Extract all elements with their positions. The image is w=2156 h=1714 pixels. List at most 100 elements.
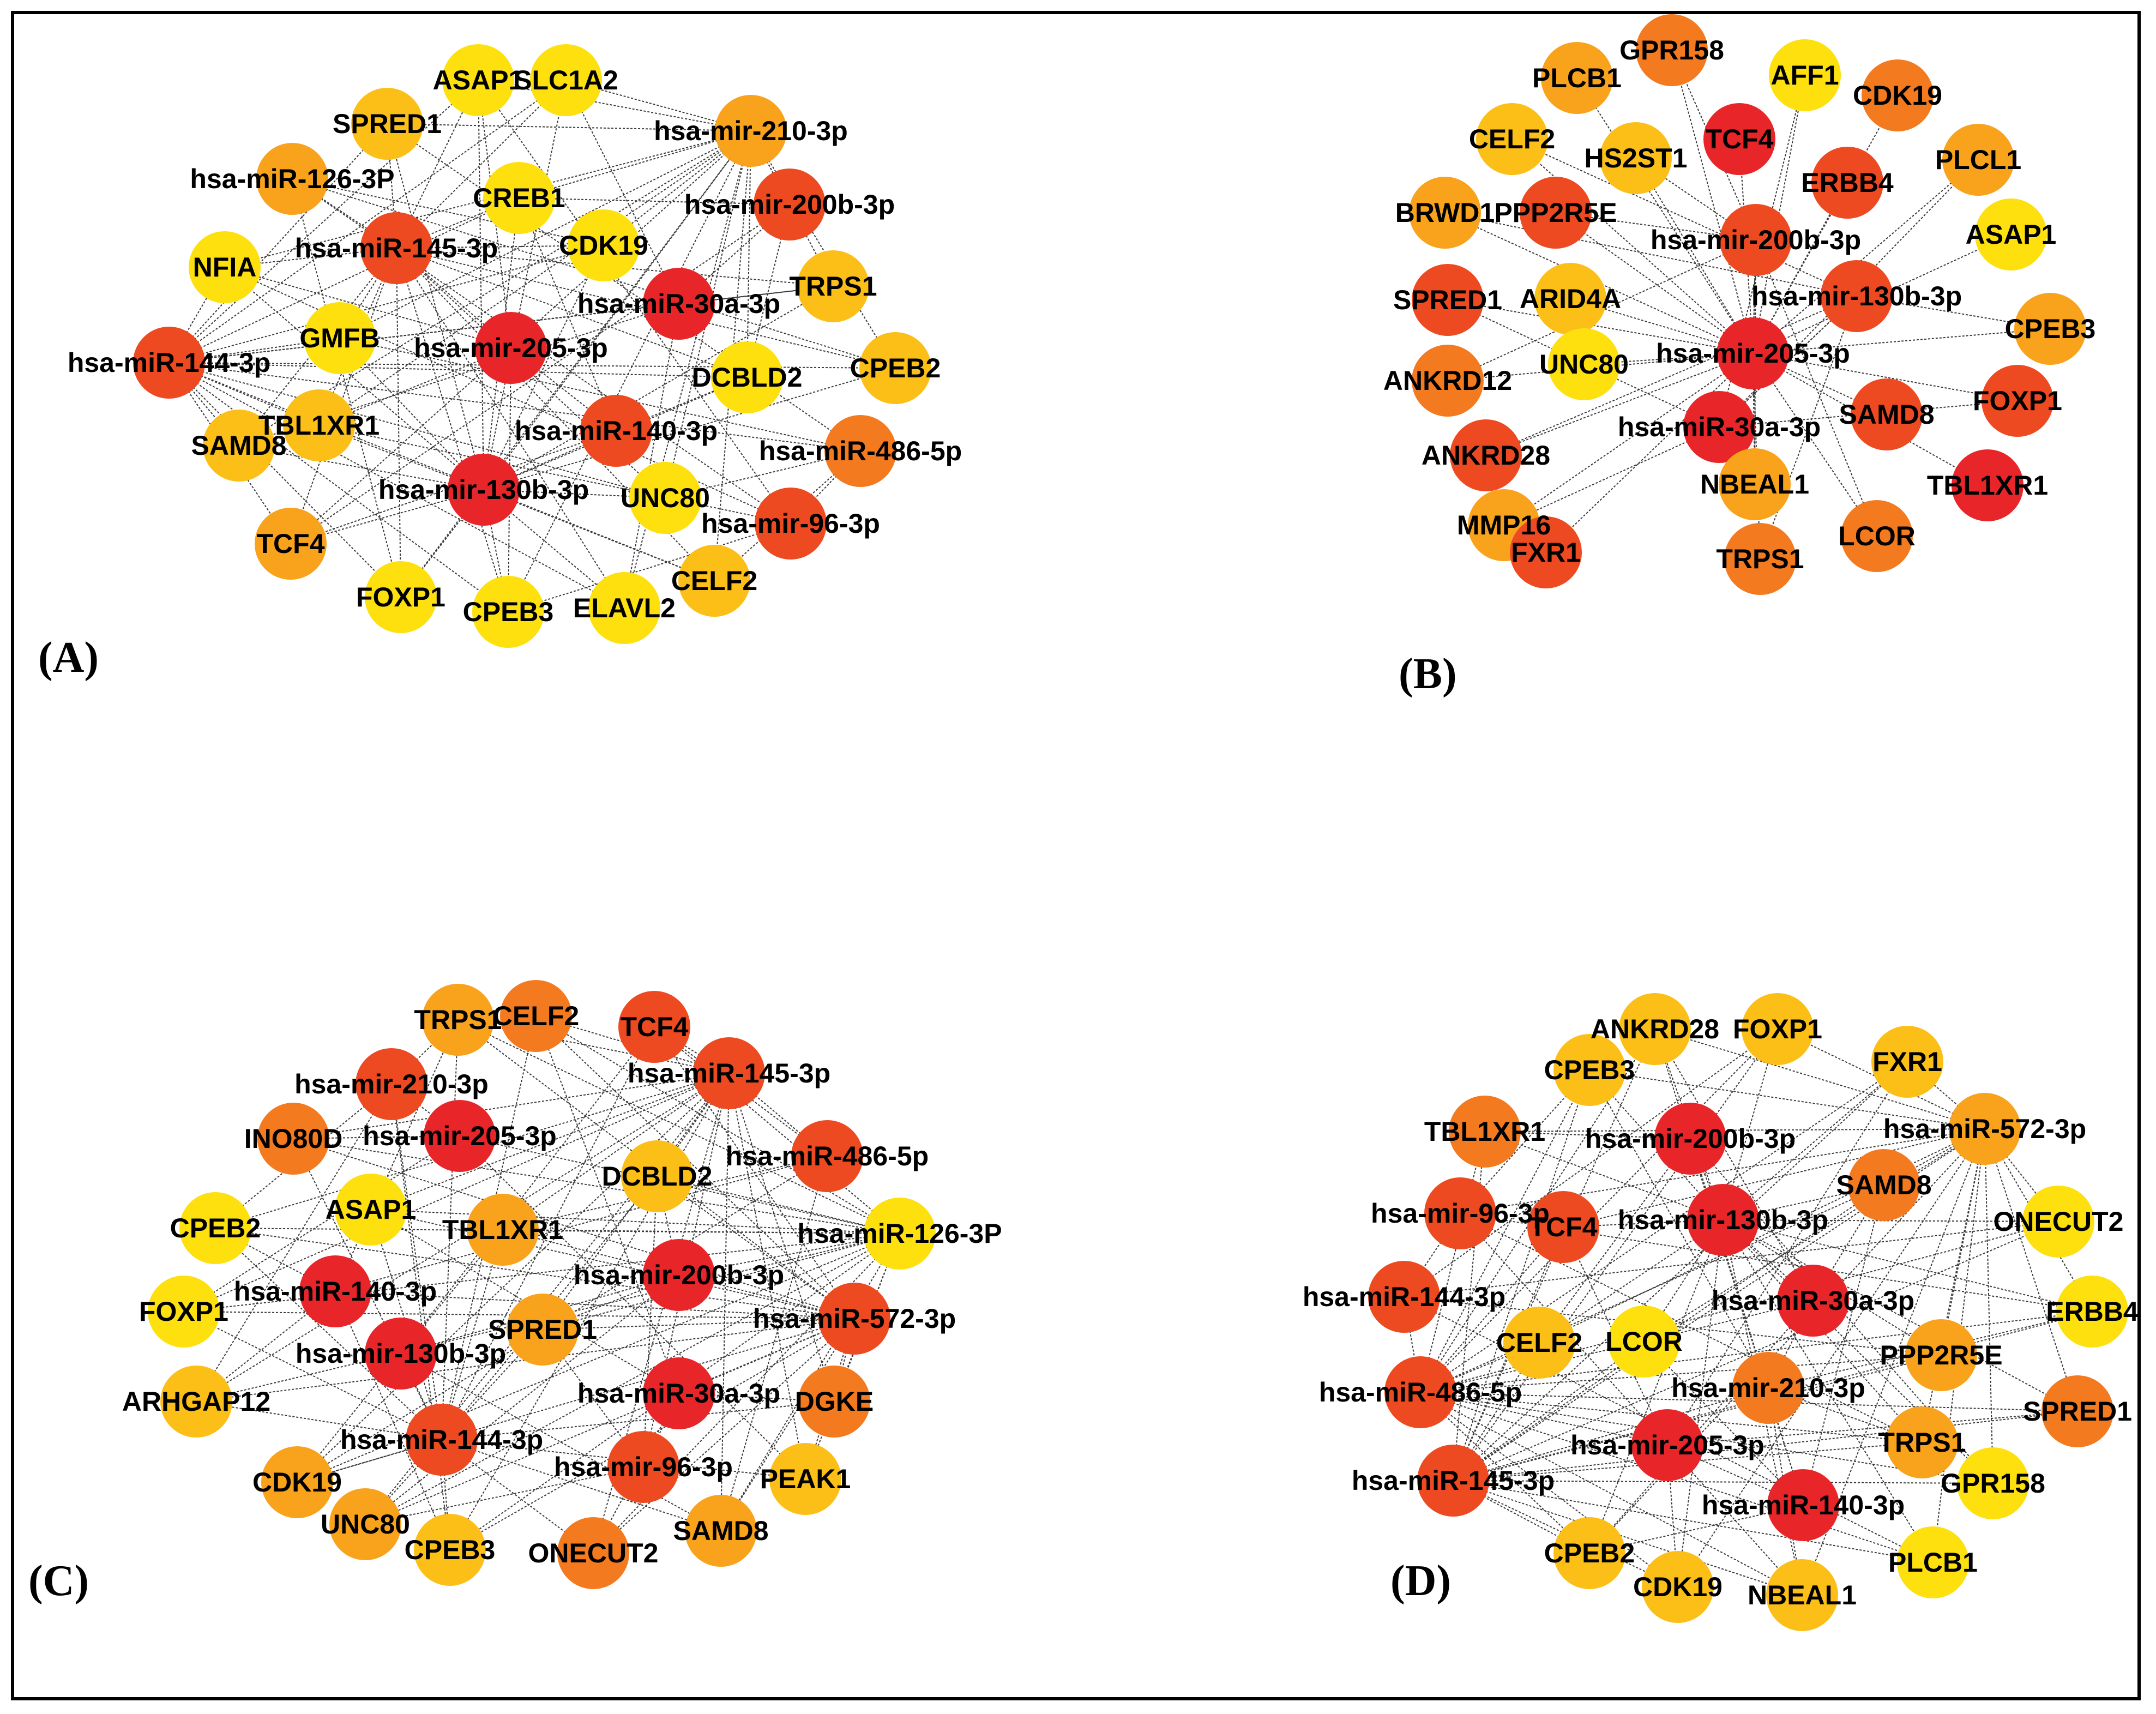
node-label: CELF2 [1496, 1327, 1582, 1358]
edge [396, 248, 509, 612]
edge [459, 1135, 806, 1480]
node-circle [329, 1488, 401, 1560]
edge [535, 1015, 855, 1319]
edge [396, 248, 748, 378]
edge [457, 1019, 900, 1234]
edge [1589, 1069, 1985, 1129]
edge [370, 1209, 900, 1234]
node-label: TBL1XR1 [442, 1214, 563, 1245]
node-circle [1534, 263, 1606, 335]
node-label: DCBLD2 [692, 362, 803, 393]
network-node [304, 302, 376, 374]
network-node [1636, 14, 1708, 86]
edge [370, 1209, 855, 1319]
node-label: hsa-mir-210-3p [294, 1069, 489, 1099]
edge [1677, 1128, 1985, 1587]
edge [1752, 328, 2051, 354]
edge [1723, 1061, 1908, 1220]
panel-d: ANKRD28 FOXP1 FXR1 CPEB3 hsa-miR-572-3p TBL1X… [1303, 993, 2139, 1631]
node-label: ERBB4 [2046, 1296, 2139, 1327]
network-node [1767, 1469, 1839, 1541]
node-circle [1417, 1445, 1489, 1517]
edge [441, 1439, 721, 1531]
node-circle [1949, 1093, 2021, 1165]
node-circle [1777, 1265, 1849, 1337]
network-node [1683, 391, 1755, 463]
edge [292, 178, 401, 598]
network-node [472, 576, 544, 648]
node-circle [1769, 39, 1841, 111]
network-node [483, 162, 555, 234]
panel-label-b: (B) [1399, 650, 1457, 698]
node-circle [467, 1194, 539, 1266]
node-label: PLCB1 [1532, 63, 1622, 93]
edge [215, 1228, 442, 1440]
node-circle [693, 1037, 765, 1109]
edge [168, 80, 479, 363]
node-label: hsa-mir-130b-3p [296, 1338, 506, 1369]
node-label: hsa-miR-145-3p [628, 1058, 830, 1088]
node-label: hsa-mir-205-3p [1656, 338, 1850, 369]
network-node [1975, 199, 2047, 270]
node-label: FOXP1 [1733, 1014, 1822, 1044]
node-circle [472, 576, 544, 648]
node-circle [475, 312, 547, 384]
node-label: CELF2 [671, 566, 757, 596]
edge [391, 1084, 442, 1440]
edge [1654, 1029, 1814, 1301]
node-circle [1952, 449, 2023, 521]
edge [1539, 1138, 1691, 1343]
edge [1545, 353, 1754, 553]
edge [1453, 1341, 1645, 1481]
node-circle [1724, 523, 1796, 595]
edge [168, 362, 748, 378]
network-node [1476, 103, 1548, 175]
network-node [1851, 378, 1923, 450]
network-node [755, 488, 827, 560]
edge [483, 80, 567, 490]
edge [1453, 1480, 1803, 1596]
node-label: hsa-miR-486-5p [726, 1141, 929, 1171]
network-node [414, 1514, 486, 1586]
node-label: FOXP1 [1973, 386, 2062, 416]
node-label: INO80D [244, 1123, 343, 1154]
edge [1420, 1392, 1668, 1446]
edge [1589, 1300, 1814, 1554]
node-label: NFIA [193, 252, 257, 282]
network-node [1600, 122, 1672, 194]
edge [1453, 1442, 1923, 1481]
edge [678, 1233, 900, 1276]
node-circle [580, 395, 652, 467]
node-circle [2056, 1276, 2128, 1348]
network-node [2022, 1186, 2094, 1258]
edge [1453, 1069, 1590, 1481]
edge [339, 130, 751, 339]
node-circle [588, 572, 660, 644]
node-circle [1527, 1191, 1599, 1263]
network-node [1862, 59, 1934, 131]
node-label: hsa-mir-96-3p [554, 1452, 733, 1482]
edge [508, 347, 511, 612]
edge [1404, 1029, 1778, 1297]
network-node [1619, 993, 1691, 1065]
edge [400, 1026, 655, 1354]
network-node [1886, 1406, 1958, 1478]
node-label: ONECUT2 [1994, 1206, 2124, 1237]
node-label: TRPS1 [1716, 544, 1804, 574]
node-circle [203, 410, 275, 482]
node-circle [335, 1174, 407, 1246]
edge [1485, 296, 1857, 456]
network-node [1449, 1096, 1521, 1168]
node-circle [148, 1276, 220, 1348]
node-circle [568, 209, 640, 281]
network-node [475, 312, 547, 384]
network-node [133, 327, 205, 399]
edge [196, 1291, 336, 1402]
network-node [1949, 1093, 2021, 1165]
node-label: ONECUT2 [528, 1538, 659, 1568]
node-circle [629, 462, 701, 534]
edge [502, 1073, 730, 1230]
edge [643, 1176, 658, 1468]
edge [318, 425, 484, 490]
